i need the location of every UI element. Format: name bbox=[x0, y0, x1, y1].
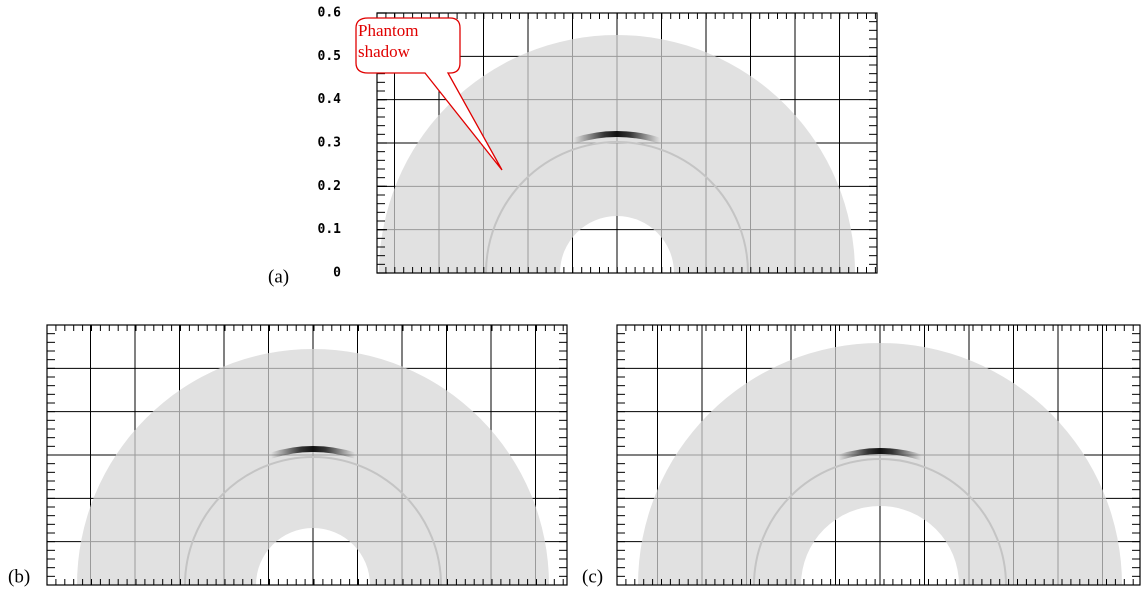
y-tick-label: 0.5 bbox=[318, 49, 341, 64]
y-tick-label: 0.3 bbox=[318, 136, 341, 151]
panel-label: (b) bbox=[8, 566, 30, 587]
bright-arc bbox=[270, 446, 356, 459]
y-tick-label: 0.4 bbox=[318, 92, 342, 107]
faint-ring bbox=[753, 458, 1007, 586]
bright-arc bbox=[573, 131, 661, 144]
panel-label: (a) bbox=[268, 266, 289, 287]
y-tick-label: 0.1 bbox=[318, 222, 342, 237]
y-tick-label: 0.2 bbox=[318, 179, 341, 194]
bright-arc bbox=[837, 448, 923, 461]
panel-label: (c) bbox=[582, 566, 603, 587]
panels: 0 0.1 0.2 0.3 0.4 0.5 0.6 (a) (b) (c) bbox=[8, 6, 1141, 587]
y-tick-label: 0 bbox=[333, 266, 341, 281]
callout-box bbox=[355, 17, 503, 171]
faint-ring bbox=[485, 141, 749, 274]
faint-ring bbox=[184, 456, 442, 586]
annotation: Phantom shadow bbox=[358, 21, 419, 61]
y-tick-label: 0.6 bbox=[318, 6, 342, 21]
